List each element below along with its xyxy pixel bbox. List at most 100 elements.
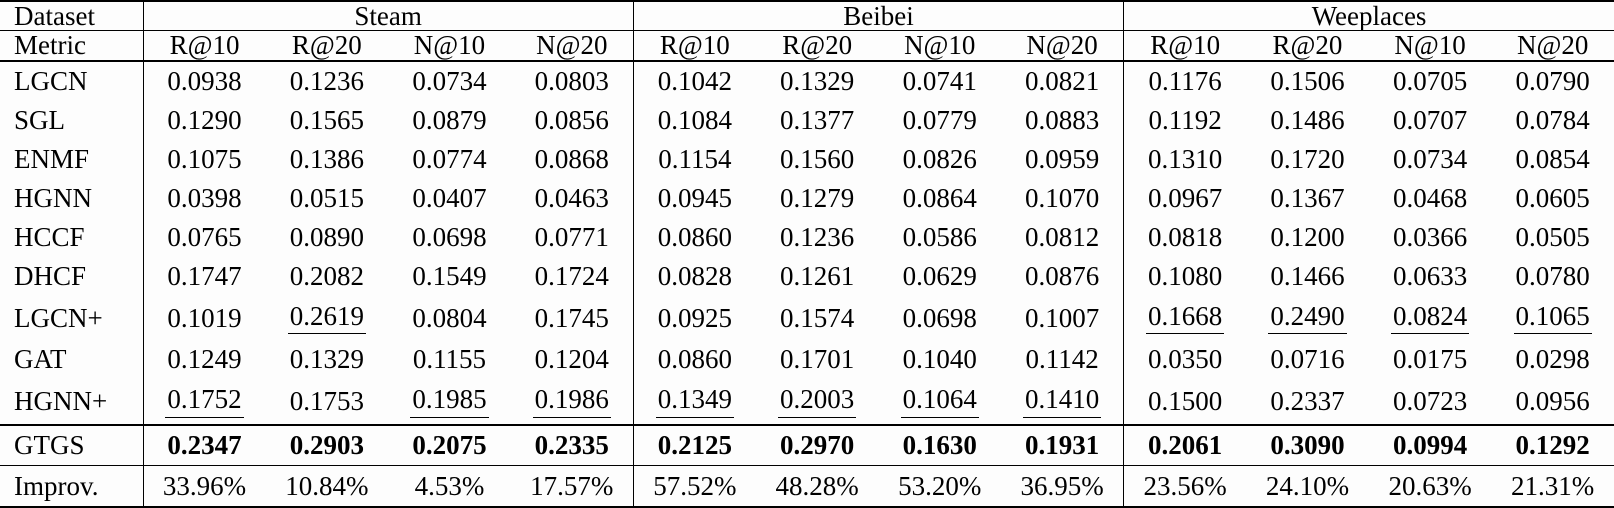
metric-value-cell: 0.1386 — [289, 144, 364, 175]
metric-value-cell: 0.1154 — [632, 139, 756, 179]
metric-value-cell: 17.57% — [530, 471, 614, 502]
metric-value-cell: 0.0515 — [289, 183, 364, 214]
metric-value-cell: 0.1007 — [1024, 302, 1100, 333]
metric-header-row: Metric R@10 R@20 N@10 N@20 R@10 R@20 N@10 N@20 R… — [0, 30, 1614, 61]
metric-header: N@10 — [904, 30, 976, 61]
metric-value-cell: 0.1985 — [388, 379, 511, 425]
metric-value-cell: 0.0868 — [534, 144, 609, 175]
metric-value-cell: 0.0938 — [142, 60, 266, 101]
metric-value-cell: 0.0398 — [142, 178, 266, 218]
metric-value-cell: 0.1377 — [780, 105, 855, 136]
method-row: HGNN+ 0.1752 0.1753 0.1985 0.1986 0.1349 0.200… — [0, 379, 1614, 425]
metric-value-cell: 0.0366 — [1392, 222, 1468, 253]
metric-value-cell: 0.1292 — [1515, 430, 1590, 461]
metric-value-cell: 36.95% — [1020, 471, 1104, 502]
metric-value-cell: 0.1367 — [1270, 183, 1345, 214]
metric-value-cell: 0.2337 — [1270, 386, 1345, 417]
method-row: GAT 0.1249 0.1329 0.1155 0.1204 0.0860 0.1701 0… — [0, 340, 1614, 380]
metric-value-cell: 0.0945 — [632, 178, 756, 218]
metric-value-cell: 0.1500 — [1123, 379, 1247, 425]
metric-value-cell: 0.1200 — [1270, 222, 1345, 253]
metric-value-cell: 0.0605 — [1515, 183, 1590, 214]
metric-value-cell: 0.1329 — [780, 66, 855, 97]
metric-value-cell: 53.20% — [898, 471, 982, 502]
metric-value-cell: 0.1310 — [1123, 139, 1247, 179]
metric-value-cell: 0.0876 — [1024, 261, 1100, 292]
best-method-row: GTGS 0.2347 0.2903 0.2075 0.2335 0.2125 0.2970… — [0, 424, 1614, 466]
metric-value-cell: 23.56% — [1123, 465, 1247, 507]
metric-value-cell: 0.1724 — [534, 261, 609, 292]
metric-value-cell: 0.0967 — [1123, 178, 1247, 218]
method-row: ENMF 0.1075 0.1386 0.0774 0.0868 0.1154 0.1560… — [0, 139, 1614, 179]
metric-value-cell: 0.1410 — [1001, 379, 1124, 425]
metric-value-cell: 0.0818 — [1123, 217, 1247, 257]
metric-value-cell: 0.0804 — [412, 302, 487, 333]
metric-value-cell: 0.0468 — [1392, 183, 1468, 214]
method-name-cell: Improv. — [14, 471, 99, 502]
metric-value-cell: 0.0629 — [902, 261, 977, 292]
metric-value-cell: 0.0828 — [632, 256, 756, 296]
metric-header: R@10 — [1123, 30, 1247, 61]
metric-value-cell: 0.0175 — [1392, 344, 1468, 375]
method-name-cell: GAT — [14, 344, 67, 375]
metric-value-cell: 0.0860 — [632, 217, 756, 257]
metric-value-cell: 0.1142 — [1025, 344, 1099, 375]
metric-value-cell: 0.1080 — [1123, 256, 1247, 296]
second-best-value: 0.2003 — [778, 385, 857, 418]
metric-value-cell: 0.0883 — [1024, 105, 1100, 136]
metric-value-cell: 0.1986 — [511, 379, 634, 425]
metric-label-cell: Metric — [14, 30, 86, 61]
metric-value-cell: 0.0890 — [289, 222, 364, 253]
metric-value-cell: 0.1668 — [1123, 295, 1247, 341]
dataset-label-cell: Dataset — [14, 1, 95, 31]
metric-value-cell: 0.0864 — [902, 183, 977, 214]
metric-value-cell: 0.1349 — [632, 379, 756, 425]
method-name-cell: HGNN — [14, 183, 92, 214]
metric-value-cell: 33.96% — [142, 465, 266, 507]
metric-value-cell: 0.2335 — [534, 430, 609, 461]
metric-value-cell: 0.0741 — [902, 66, 977, 97]
metric-header: R@10 — [632, 30, 756, 61]
metric-value-cell: 0.1204 — [534, 344, 609, 375]
dataset-group-header: Beibei — [632, 1, 1124, 31]
method-name-cell: LGCN+ — [14, 302, 103, 333]
metric-value-cell: 0.0860 — [632, 340, 756, 380]
metric-header: N@10 — [1394, 30, 1466, 61]
second-best-value: 0.1752 — [165, 385, 244, 418]
metric-value-cell: 0.2061 — [1123, 424, 1247, 466]
metric-value-cell: 0.0854 — [1515, 144, 1590, 175]
metric-value-cell: 0.0633 — [1392, 261, 1468, 292]
metric-value-cell: 0.0698 — [902, 302, 977, 333]
metric-value-cell: 0.2490 — [1246, 296, 1369, 340]
metric-header: N@20 — [536, 30, 608, 61]
metric-value-cell: 0.1486 — [1270, 105, 1345, 136]
method-name-cell: HGNN+ — [14, 386, 108, 417]
metric-value-cell: 0.1745 — [534, 302, 609, 333]
second-best-value: 0.1349 — [655, 385, 734, 418]
second-best-value: 0.1986 — [532, 385, 611, 418]
metric-value-cell: 0.0586 — [902, 222, 977, 253]
second-best-value: 0.1985 — [410, 385, 489, 418]
method-row: LGCN 0.0938 0.1236 0.0734 0.0803 0.1042 0.1329… — [0, 60, 1614, 101]
metric-value-cell: 0.3090 — [1270, 430, 1345, 461]
metric-value-cell: 0.1549 — [412, 261, 487, 292]
method-name-cell: LGCN — [14, 66, 88, 97]
metric-value-cell: 0.0350 — [1123, 340, 1247, 380]
metric-value-cell: 0.1329 — [289, 344, 364, 375]
metric-value-cell: 0.0723 — [1392, 386, 1468, 417]
metric-value-cell: 57.52% — [632, 465, 756, 507]
metric-value-cell: 0.1070 — [1024, 183, 1100, 214]
metric-value-cell: 0.1019 — [142, 295, 266, 341]
metric-value-cell: 0.1236 — [780, 222, 855, 253]
metric-value-cell: 0.0734 — [412, 66, 487, 97]
metric-value-cell: 0.1565 — [289, 105, 364, 136]
method-name-cell: SGL — [14, 105, 66, 136]
second-best-value: 0.2619 — [287, 301, 366, 335]
metric-value-cell: 0.0879 — [412, 105, 487, 136]
metric-value-cell: 0.0734 — [1392, 144, 1468, 175]
metric-value-cell: 0.1176 — [1123, 60, 1247, 101]
metric-value-cell: 0.1701 — [780, 344, 855, 375]
metric-value-cell: 0.2903 — [289, 430, 364, 461]
metric-value-cell: 0.0698 — [412, 222, 487, 253]
